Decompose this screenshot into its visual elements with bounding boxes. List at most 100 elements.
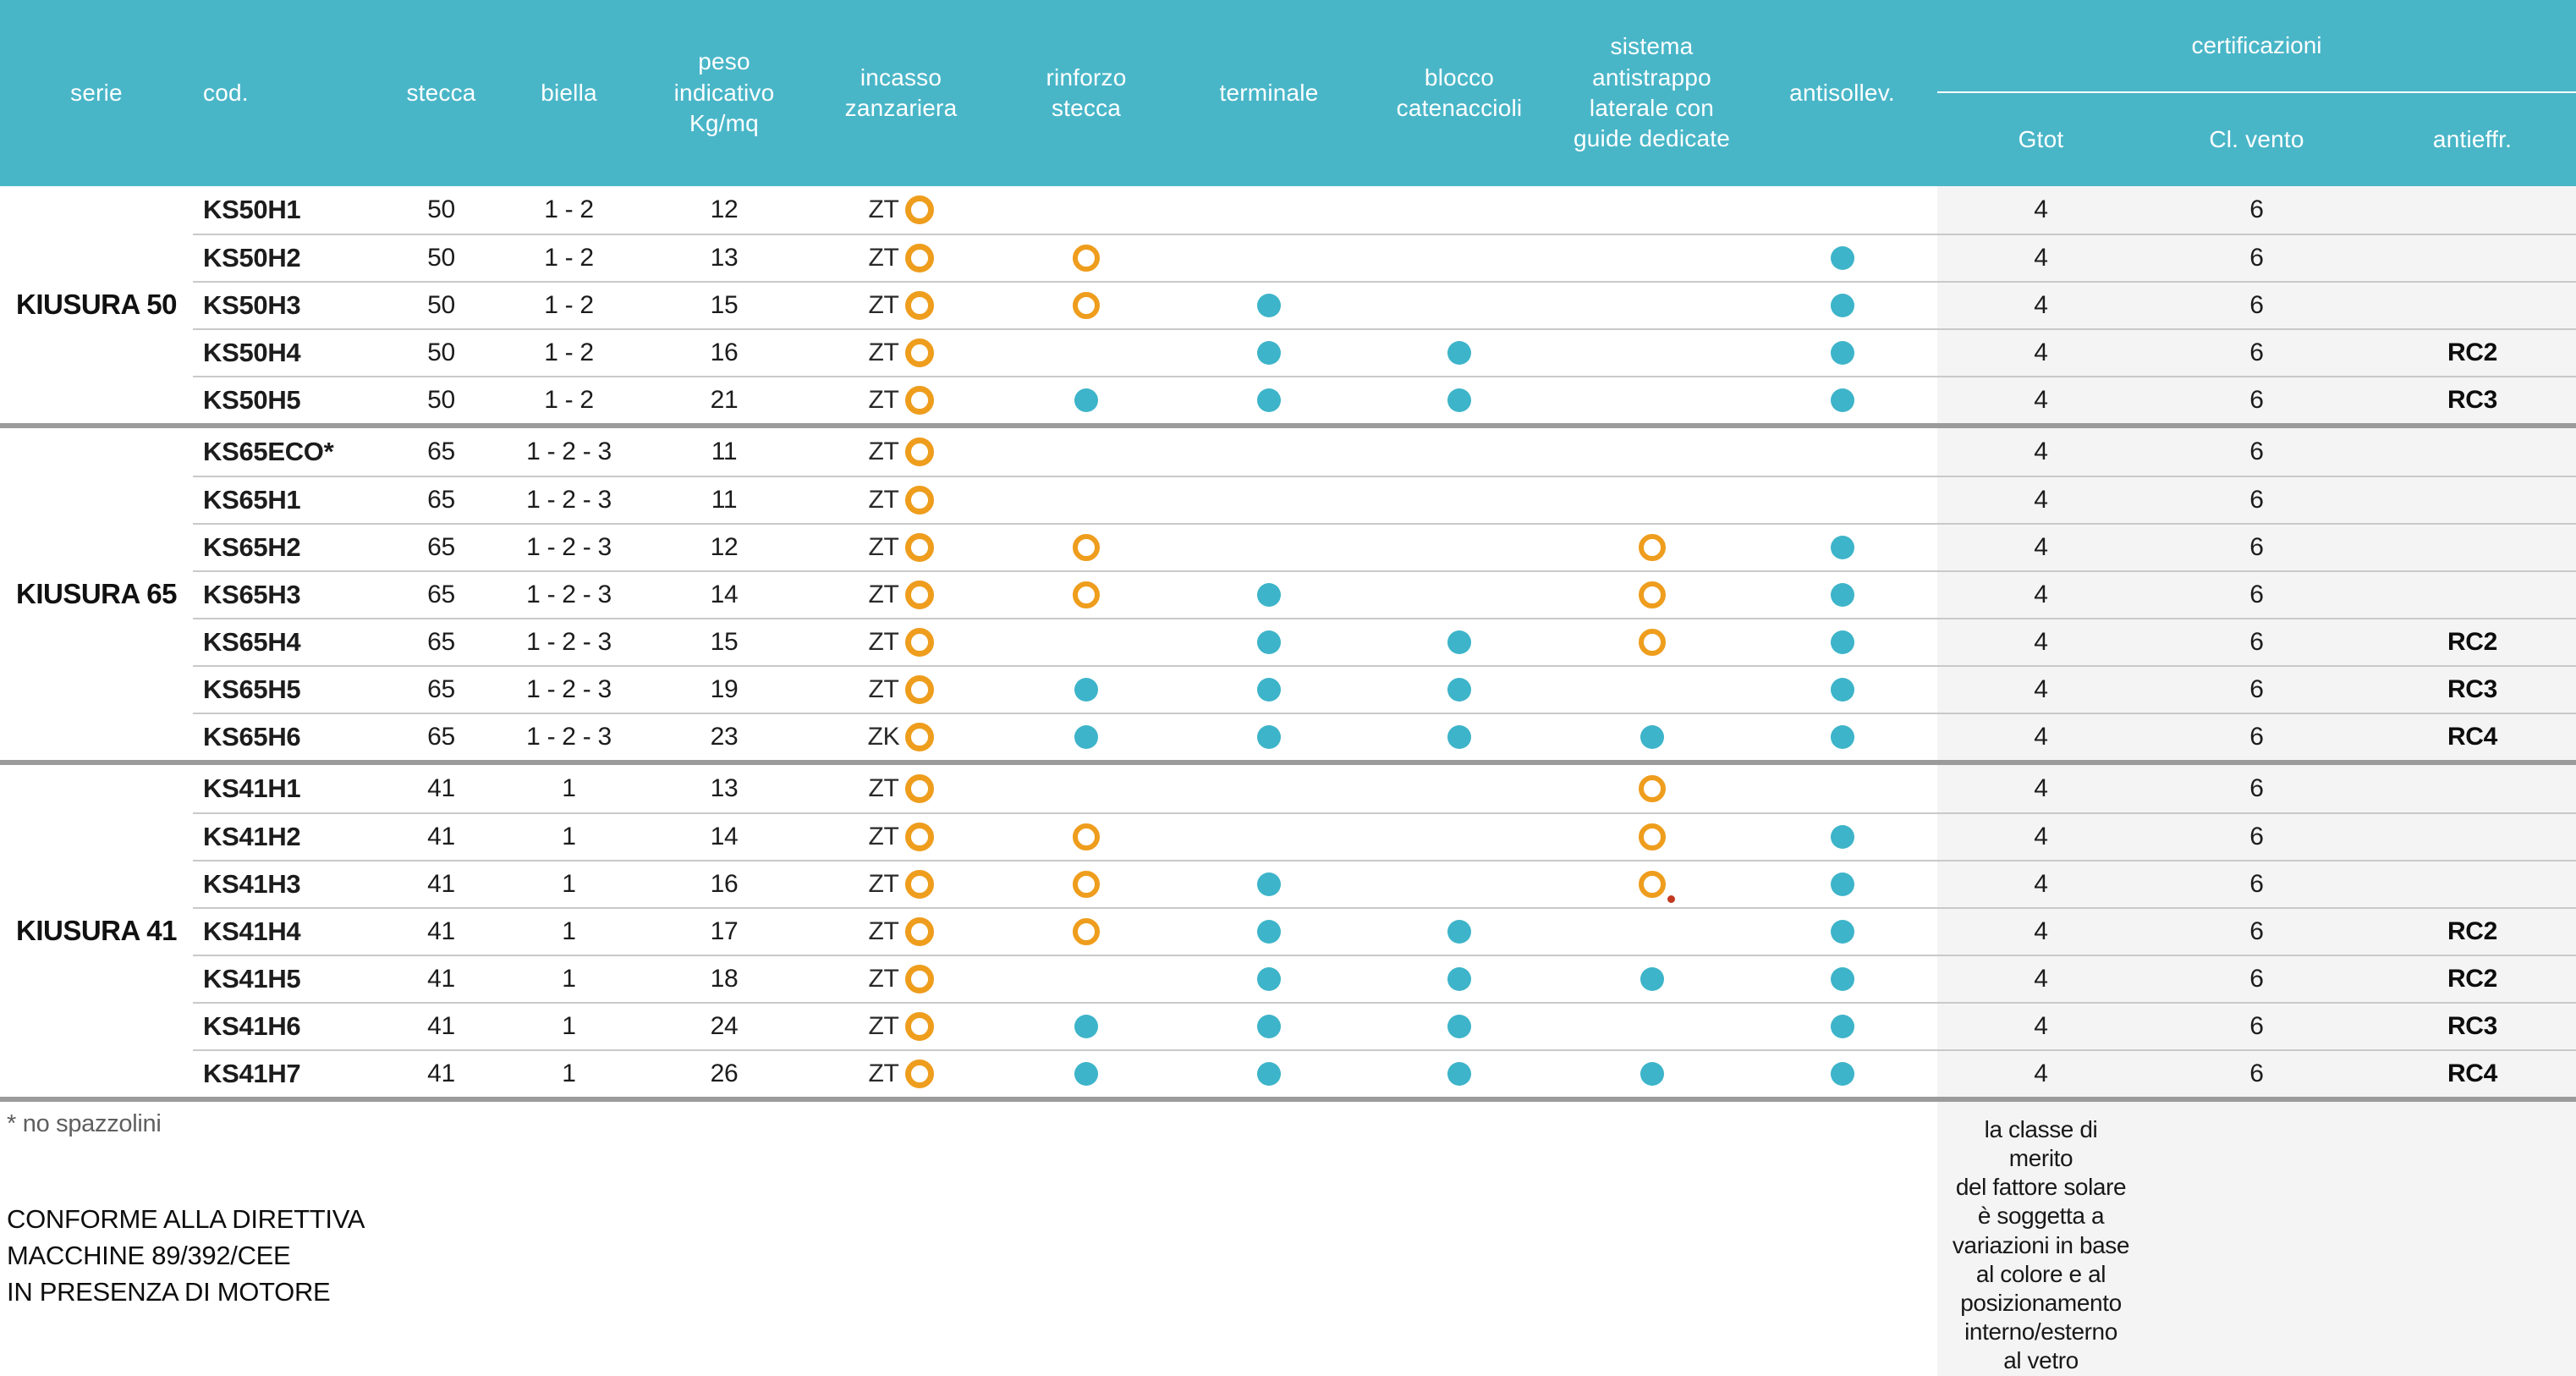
footnote-direttiva-macchine: CONFORME ALLA DIRETTIVA MACCHINE 89/392/… [7, 1204, 365, 1307]
table-body: KIUSURA 50 KS50H1 50 1 - 2 12 ZT 4 6 KS50H2 50 1 -… [0, 186, 2576, 1102]
incasso-ring-icon [904, 774, 934, 803]
cell-peso: 11 [711, 486, 738, 514]
feature-ring-icon [1073, 918, 1100, 945]
incasso-ring-icon [904, 486, 934, 515]
cell-rinforzo [997, 871, 1176, 898]
cell-cod: KS50H4 [203, 338, 301, 367]
incasso-type-label: ZT [868, 291, 899, 319]
cell-sistema [1557, 581, 1747, 608]
cell-cod: KS41H4 [203, 916, 301, 946]
cell-incasso-zanzariera: ZK [805, 723, 997, 751]
cell-terminale [1176, 1015, 1362, 1038]
cell-antisollev [1747, 872, 1937, 896]
cell-blocco [1362, 725, 1557, 749]
cell-terminale [1176, 725, 1362, 749]
cell-antisollev [1747, 725, 1937, 749]
feature-dot-icon [1830, 967, 1854, 991]
cell-biella: 1 - 2 [544, 386, 594, 414]
cell-blocco [1362, 630, 1557, 654]
cell-rinforzo [997, 581, 1176, 608]
feature-dot-icon [1257, 341, 1281, 365]
cell-rinforzo [997, 823, 1176, 850]
cell-cod: KS50H5 [203, 385, 301, 415]
cell-terminale [1176, 388, 1362, 412]
feature-dot-icon [1074, 678, 1098, 702]
table-row: KS65ECO* 65 1 - 2 - 3 11 ZT 4 6 [193, 428, 2576, 476]
feature-dot-icon [1640, 1062, 1664, 1086]
cell-biella: 1 - 2 [544, 291, 594, 319]
cell-cl-vento: 6 [2249, 965, 2264, 993]
cell-cl-vento: 6 [2249, 581, 2264, 608]
cell-gtot: 4 [2034, 338, 2048, 366]
cell-antisollev [1747, 341, 1937, 365]
cell-stecca: 41 [427, 1012, 455, 1040]
cell-stecca: 65 [427, 628, 455, 656]
cell-incasso-zanzariera: ZT [805, 438, 997, 466]
cell-stecca: 65 [427, 438, 455, 465]
incasso-ring-icon [904, 1060, 934, 1088]
header-antisollev: antisollev. [1789, 79, 1895, 106]
cell-cl-vento: 6 [2249, 1012, 2264, 1040]
cell-sistema [1557, 967, 1747, 991]
feature-dot-icon [1447, 967, 1471, 991]
cell-antieffr: RC3 [2447, 386, 2498, 414]
cell-cod: KS50H3 [203, 290, 301, 320]
table-row: KS65H2 65 1 - 2 - 3 12 ZT 4 6 [193, 523, 2576, 570]
cell-blocco [1362, 388, 1557, 412]
cell-antieffr: RC3 [2447, 1012, 2498, 1040]
cell-incasso-zanzariera: ZT [805, 870, 997, 899]
cell-antisollev [1747, 536, 1937, 559]
cell-cl-vento: 6 [2249, 338, 2264, 366]
series-group: KIUSURA 50 KS50H1 50 1 - 2 12 ZT 4 6 KS50H2 50 1 -… [0, 186, 2576, 423]
feature-ring-icon [1073, 581, 1100, 608]
cell-incasso-zanzariera: ZT [805, 917, 997, 946]
header-cl-vento: Cl. vento [2209, 125, 2304, 152]
cell-rinforzo [997, 725, 1176, 749]
cell-incasso-zanzariera: ZT [805, 581, 997, 609]
cell-incasso-zanzariera: ZT [805, 486, 997, 515]
feature-dot-icon [1257, 678, 1281, 702]
cell-cod: KS41H6 [203, 1011, 301, 1041]
cell-cod: KS65H5 [203, 674, 301, 704]
feature-dot-icon [1257, 388, 1281, 412]
cell-antisollev [1747, 1015, 1937, 1038]
cell-peso: 12 [710, 533, 739, 561]
incasso-ring-icon [904, 386, 934, 415]
cell-stecca: 41 [427, 917, 455, 945]
incasso-type-label: ZT [868, 965, 899, 993]
cell-terminale [1176, 630, 1362, 654]
feature-dot-icon [1447, 630, 1471, 654]
incasso-type-label: ZT [868, 338, 899, 366]
cell-cl-vento: 6 [2249, 291, 2264, 319]
feature-dot-icon [1830, 725, 1854, 749]
cell-biella: 1 - 2 [544, 244, 594, 272]
cell-blocco [1362, 920, 1557, 944]
header-certificazioni-group: certificazioni Gtot Cl. vento antieffr. [1937, 0, 2576, 186]
header-cod: cod. [203, 79, 249, 106]
feature-dot-icon [1830, 341, 1854, 365]
cell-biella: 1 - 2 - 3 [526, 438, 612, 465]
cell-gtot: 4 [2034, 965, 2048, 993]
cell-cl-vento: 6 [2249, 917, 2264, 945]
cell-stecca: 50 [427, 386, 455, 414]
table-row: KS41H6 41 1 24 ZT 4 6 RC3 [193, 1002, 2576, 1049]
block-separator [0, 423, 2576, 428]
note-marker-icon [1667, 895, 1675, 903]
feature-dot-icon [1830, 536, 1854, 559]
cell-biella: 1 [562, 1060, 576, 1087]
certifications-background-band [1937, 186, 2576, 1376]
cell-antieffr: RC4 [2447, 723, 2498, 751]
cell-gtot: 4 [2034, 195, 2048, 223]
table-row: KS65H4 65 1 - 2 - 3 15 ZT 4 6 RC2 [193, 618, 2576, 665]
incasso-type-label: ZT [868, 823, 899, 850]
cell-incasso-zanzariera: ZT [805, 965, 997, 993]
feature-dot-icon [1830, 583, 1854, 607]
header-terminale: terminale [1219, 79, 1319, 106]
feature-ring-icon [1638, 775, 1666, 802]
cell-peso: 24 [710, 1012, 739, 1040]
cell-cl-vento: 6 [2249, 723, 2264, 751]
cell-peso: 13 [710, 774, 739, 802]
header-blocco-catenaccioli: blocco catenaccioli [1396, 63, 1523, 121]
cell-biella: 1 - 2 - 3 [526, 675, 612, 703]
cell-blocco [1362, 967, 1557, 991]
